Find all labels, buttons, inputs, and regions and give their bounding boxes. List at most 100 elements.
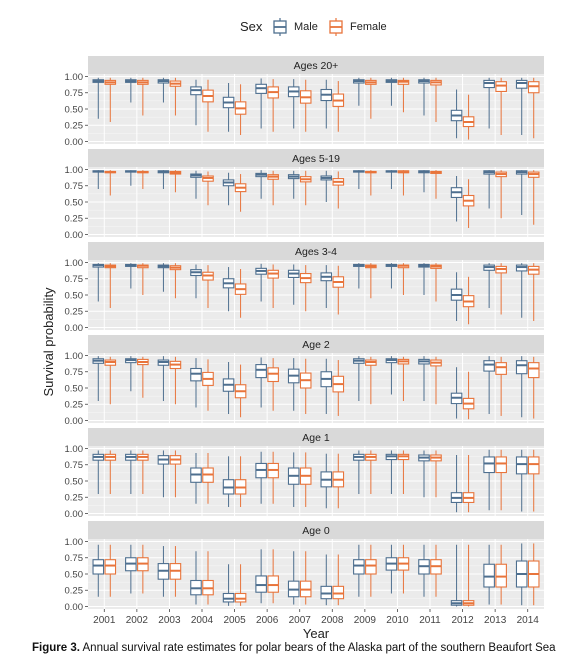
x-tick-label: 2009 — [354, 615, 377, 626]
box-male-2001 — [92, 544, 105, 597]
box-iqr — [92, 559, 105, 575]
box-male-2009 — [353, 544, 365, 597]
box-iqr — [495, 456, 507, 474]
box-male-2013 — [483, 77, 495, 129]
box-female-2001 — [104, 170, 117, 196]
box-male-2008 — [320, 170, 333, 202]
y-tick-label: 0.50 — [65, 290, 84, 301]
x-tick-label: 2013 — [484, 615, 507, 626]
box-female-2008 — [332, 265, 345, 315]
box-female-2004 — [202, 359, 214, 411]
x-tick-label: 2012 — [451, 615, 474, 626]
box-female-2001 — [104, 77, 117, 122]
box-male-2012 — [450, 272, 463, 321]
box-male-2003 — [157, 546, 170, 597]
box-male-2005 — [222, 456, 235, 507]
box-male-2006 — [255, 451, 267, 504]
box-female-2007 — [299, 265, 312, 312]
box-female-2009 — [365, 77, 377, 119]
panel-strip — [88, 242, 544, 260]
box-female-2002 — [137, 544, 149, 594]
box-male-2009 — [353, 77, 365, 106]
box-female-2008 — [332, 171, 345, 209]
box-male-2006 — [255, 78, 267, 129]
box-female-2003 — [169, 170, 182, 193]
box-male-2005 — [222, 564, 235, 606]
box-male-2011 — [418, 450, 430, 498]
box-iqr — [104, 559, 117, 575]
box-female-2013 — [495, 356, 507, 416]
box-male-2013 — [483, 449, 495, 511]
y-tick-label: 0.50 — [65, 569, 84, 580]
box-male-2009 — [353, 356, 365, 401]
box-male-2009 — [353, 450, 365, 494]
box-female-2009 — [365, 544, 377, 597]
box-female-2008 — [332, 453, 345, 509]
y-tick-label: 0.00 — [65, 230, 84, 241]
box-female-2013 — [495, 449, 507, 511]
y-tick-label: 0.00 — [65, 416, 84, 427]
box-male-2008 — [320, 79, 333, 129]
box-female-2012 — [462, 455, 475, 513]
box-female-2012 — [462, 179, 475, 228]
box-male-2004 — [190, 170, 202, 199]
box-female-2005 — [234, 564, 247, 606]
box-male-2008 — [320, 358, 333, 414]
box-male-2012 — [450, 176, 463, 222]
box-male-2010 — [385, 544, 398, 594]
box-male-2006 — [255, 263, 267, 302]
box-male-2004 — [190, 453, 202, 504]
y-tick-label: 0.25 — [65, 307, 84, 318]
box-female-2005 — [234, 269, 247, 318]
box-female-2008 — [332, 554, 345, 606]
x-tick-label: 2004 — [191, 615, 214, 626]
x-tick-label: 2014 — [517, 615, 540, 626]
box-female-2011 — [430, 544, 442, 597]
box-male-2002 — [125, 356, 137, 392]
box-female-2014 — [527, 170, 540, 225]
y-tick-label: 0.25 — [65, 214, 84, 225]
x-tick-label: 2010 — [386, 615, 409, 626]
box-male-2013 — [483, 170, 495, 209]
box-male-2003 — [157, 450, 170, 498]
panel-1: Ages 5-19 0.00 0.25 0.50 0.75 1.00 — [65, 149, 544, 241]
box-male-2001 — [92, 263, 105, 302]
box-male-2011 — [418, 544, 430, 597]
box-female-2005 — [234, 174, 247, 212]
box-male-2014 — [515, 449, 528, 512]
box-male-2007 — [287, 79, 300, 129]
box-male-2009 — [353, 170, 365, 189]
box-male-2007 — [287, 551, 300, 605]
y-tick-label: 0.75 — [65, 88, 84, 99]
y-tick-label: 1.00 — [65, 351, 84, 362]
box-female-2001 — [104, 544, 117, 597]
legend-title: Sex — [240, 19, 263, 34]
box-female-2010 — [397, 77, 410, 113]
box-male-2007 — [287, 452, 300, 507]
y-tick-label: 0.00 — [65, 602, 84, 613]
y-axis-label: Survival probability — [41, 287, 56, 397]
box-female-2014 — [527, 356, 540, 419]
box-female-2005 — [234, 84, 247, 135]
box-female-2002 — [137, 263, 149, 295]
box-male-2001 — [92, 77, 105, 119]
box-female-2014 — [527, 77, 540, 139]
box-male-2007 — [287, 358, 300, 411]
box-male-2011 — [418, 356, 430, 401]
box-female-2006 — [267, 358, 279, 411]
box-female-2002 — [137, 450, 149, 494]
box-female-2011 — [430, 356, 442, 405]
box-male-2013 — [483, 263, 495, 308]
box-male-2004 — [190, 79, 202, 126]
box-male-2004 — [190, 264, 202, 299]
figure-caption: Figure 3. Annual survival rate estimates… — [32, 642, 556, 654]
box-male-2002 — [125, 77, 137, 103]
panel-title: Ages 20+ — [294, 60, 339, 72]
panel-strip — [88, 56, 544, 74]
y-tick-label: 0.25 — [65, 121, 84, 132]
box-male-2014 — [515, 77, 528, 135]
box-male-2002 — [125, 170, 137, 186]
box-male-2010 — [385, 356, 398, 395]
box-female-2010 — [397, 544, 410, 594]
box-female-2009 — [365, 356, 377, 405]
